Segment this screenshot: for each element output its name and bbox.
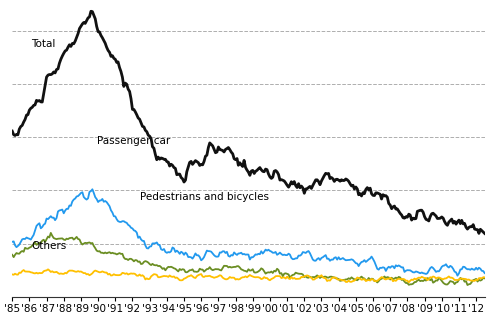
Text: Others: Others [31, 241, 66, 251]
Text: Pedestrians and bicycles: Pedestrians and bicycles [140, 191, 269, 202]
Text: Passenger car: Passenger car [98, 136, 171, 146]
Text: Total: Total [31, 39, 55, 49]
